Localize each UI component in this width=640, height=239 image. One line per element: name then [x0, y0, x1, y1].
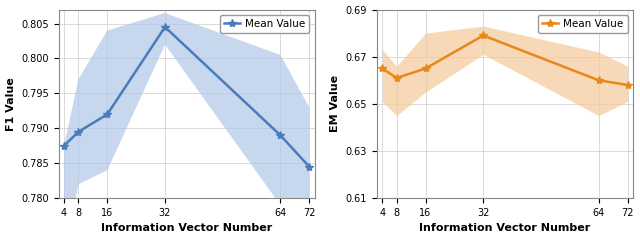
- Y-axis label: EM Value: EM Value: [330, 75, 340, 132]
- Mean Value: [276, 134, 284, 137]
- Mean Value: [422, 67, 429, 70]
- Line: Mean Value: Mean Value: [378, 31, 632, 89]
- Mean Value: [60, 144, 68, 147]
- Mean Value: [104, 113, 111, 116]
- Mean Value: [161, 26, 169, 28]
- X-axis label: Information Vector Number: Information Vector Number: [419, 223, 591, 234]
- Legend: Mean Value: Mean Value: [538, 15, 628, 33]
- Mean Value: [479, 34, 487, 37]
- Y-axis label: F1 Value: F1 Value: [6, 77, 15, 131]
- Mean Value: [378, 67, 386, 70]
- Legend: Mean Value: Mean Value: [220, 15, 310, 33]
- Mean Value: [595, 79, 602, 82]
- Line: Mean Value: Mean Value: [60, 23, 314, 171]
- X-axis label: Information Vector Number: Information Vector Number: [101, 223, 272, 234]
- Mean Value: [393, 76, 401, 79]
- Mean Value: [75, 130, 83, 133]
- Mean Value: [624, 84, 632, 87]
- Mean Value: [305, 165, 313, 168]
